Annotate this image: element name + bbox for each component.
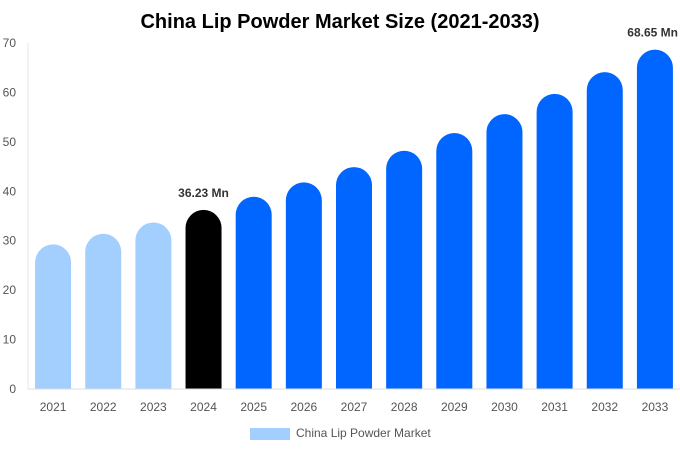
bar-2023[interactable] — [135, 222, 172, 389]
x-tick-label: 2025 — [240, 400, 267, 414]
legend[interactable]: China Lip Powder Market — [250, 426, 431, 440]
y-tick-label: 30 — [3, 234, 17, 248]
x-tick-label: 2032 — [591, 400, 618, 414]
data-labels: 36.23 Mn 68.65 Mn — [178, 26, 678, 200]
y-axis: 0 10 20 30 40 50 60 70 — [3, 36, 29, 396]
data-label-2033: 68.65 Mn — [627, 26, 678, 40]
x-tick-label: 2028 — [391, 400, 418, 414]
bars — [35, 49, 673, 390]
bar-2024[interactable] — [185, 209, 222, 389]
x-tick-label: 2030 — [491, 400, 518, 414]
x-tick-label: 2031 — [541, 400, 568, 414]
legend-swatch — [250, 428, 290, 440]
bar-2033[interactable] — [636, 49, 673, 390]
x-tick-label: 2021 — [40, 400, 67, 414]
x-tick-label: 2029 — [441, 400, 468, 414]
bar-2027[interactable] — [336, 167, 372, 389]
x-tick-label: 2033 — [642, 400, 669, 414]
bar-2031[interactable] — [536, 93, 573, 389]
bar-2022[interactable] — [85, 233, 122, 389]
data-label-2024: 36.23 Mn — [178, 186, 229, 200]
y-tick-label: 50 — [3, 135, 17, 149]
x-tick-label: 2027 — [341, 400, 368, 414]
x-axis: 2021 2022 2023 2024 2025 2026 2027 2028 2029 2030… — [28, 388, 680, 414]
x-tick-label: 2024 — [190, 400, 217, 414]
x-tick-label: 2023 — [140, 400, 167, 414]
y-tick-label: 40 — [3, 184, 17, 198]
y-tick-label: 0 — [9, 382, 16, 396]
bar-2028[interactable] — [386, 150, 423, 389]
y-tick-label: 60 — [3, 85, 17, 99]
bar-2032[interactable] — [586, 72, 623, 390]
bar-2025[interactable] — [235, 196, 272, 389]
y-tick-label: 70 — [3, 36, 17, 50]
bar-2029[interactable] — [436, 132, 473, 389]
y-tick-label: 10 — [3, 333, 17, 347]
chart-title: China Lip Powder Market Size (2021-2033) — [140, 11, 539, 33]
legend-label: China Lip Powder Market — [296, 426, 431, 440]
x-tick-label: 2022 — [90, 400, 117, 414]
bar-2021[interactable] — [35, 244, 72, 389]
x-tick-label: 2026 — [290, 400, 317, 414]
bar-2030[interactable] — [486, 114, 523, 390]
bar-2026[interactable] — [285, 182, 322, 389]
y-tick-label: 20 — [3, 283, 17, 297]
